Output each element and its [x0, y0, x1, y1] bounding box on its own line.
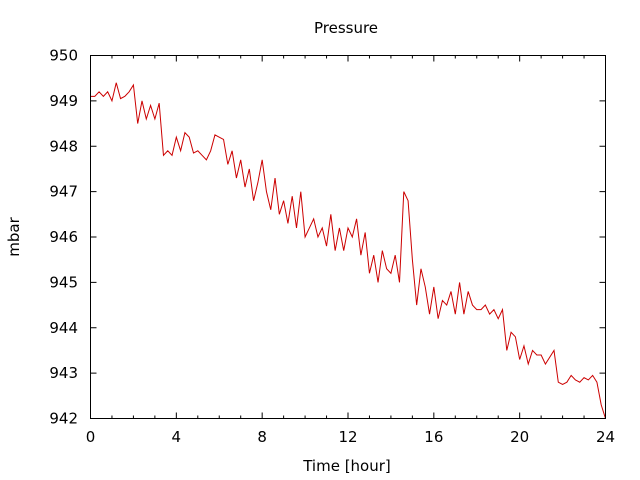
- y-tick-label: 950: [49, 47, 78, 65]
- series-line-pressure: [90, 82, 606, 419]
- chart-title: Pressure: [314, 19, 378, 37]
- y-tick-label: 944: [49, 319, 78, 337]
- x-tick-label: 24: [596, 428, 615, 446]
- y-tick-label: 949: [49, 92, 78, 110]
- x-tick-label: 8: [257, 428, 267, 446]
- x-axis-label: Time [hour]: [302, 457, 391, 475]
- plot-frame: [90, 55, 606, 419]
- x-tick-label: 4: [172, 428, 182, 446]
- x-tick-label: 20: [510, 428, 529, 446]
- y-axis-label: mbar: [5, 216, 23, 256]
- y-tick-label: 942: [49, 410, 78, 428]
- y-axis-label-text: mbar: [5, 216, 23, 256]
- x-tick-label: 12: [338, 428, 357, 446]
- x-tick-label: 16: [424, 428, 443, 446]
- y-tick-label: 947: [49, 183, 78, 201]
- axis-tick-labels: 0 4 8 12 16 20 24 942 943 944 945 946 947 948 949 950: [49, 47, 615, 447]
- y-tick-label: 946: [49, 228, 78, 246]
- y-tick-label: 943: [49, 364, 78, 382]
- y-tick-label: 945: [49, 273, 78, 291]
- y-tick-label: 948: [49, 137, 78, 155]
- x-tick-label: 0: [86, 428, 96, 446]
